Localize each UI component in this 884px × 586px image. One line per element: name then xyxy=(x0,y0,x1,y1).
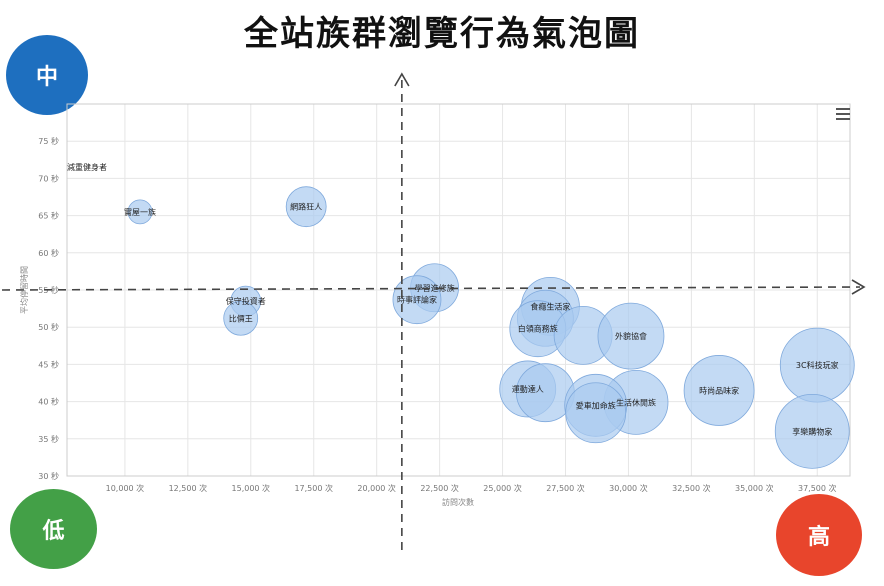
quadrant-lines xyxy=(1,72,866,550)
x-tick-label: 22,500 次 xyxy=(420,483,459,493)
mid-level-label: 中 xyxy=(35,65,58,90)
high-level-badge: 高 xyxy=(776,494,862,576)
horizontal-quadrant-line xyxy=(1,286,861,291)
bubble xyxy=(565,382,627,444)
chart-title: 全站族群瀏覽行為氣泡圖 xyxy=(244,14,640,54)
x-tick-label: 37,500 次 xyxy=(798,483,837,493)
bubble-label: 食癮生活家 xyxy=(530,301,570,311)
y-tick-label: 75 秒 xyxy=(38,136,59,146)
chart-menu-icon[interactable] xyxy=(836,108,850,120)
y-tick-label: 60 秒 xyxy=(38,248,59,258)
x-tick-label: 17,500 次 xyxy=(294,483,333,493)
bubble-label: 時事評論家 xyxy=(397,295,437,305)
low-level-badge: 低 xyxy=(10,489,97,569)
bubble-label: 實屋一族 xyxy=(124,207,156,217)
high-level-label: 高 xyxy=(807,525,830,550)
x-axis-ticks: 10,000 次 12,500 次 15,000 次 17,500 次 20,000 次… xyxy=(106,483,837,493)
bubble-label: 減重健身者 xyxy=(67,162,107,172)
x-tick-label: 27,500 次 xyxy=(546,483,585,493)
y-tick-label: 45 秒 xyxy=(38,359,59,369)
bubble-label: 比價王 xyxy=(229,313,253,323)
x-tick-label: 20,000 次 xyxy=(357,483,396,493)
bubble xyxy=(392,275,442,325)
x-tick-label: 15,000 次 xyxy=(232,483,271,493)
bubble xyxy=(597,302,665,370)
vertical-axis-arrow xyxy=(394,72,410,87)
x-axis-title: 訪問次數 xyxy=(442,497,474,507)
bubble-label: 愛車加命族 xyxy=(576,400,616,410)
y-tick-label: 35 秒 xyxy=(38,434,59,444)
bubble xyxy=(683,355,755,426)
x-tick-label: 30,000 次 xyxy=(609,483,648,493)
bubble-label: 運動達人 xyxy=(512,384,544,394)
bubble xyxy=(127,199,153,225)
horizontal-axis-arrow xyxy=(851,279,866,295)
bubble-label: 時尚品味家 xyxy=(699,385,739,395)
x-tick-label: 12,500 次 xyxy=(169,483,208,493)
mid-level-badge: 中 xyxy=(6,35,88,115)
bubble-label: 外貌協會 xyxy=(615,331,647,341)
bubble-label: 網路狂人 xyxy=(290,202,322,212)
x-tick-label: 10,000 次 xyxy=(106,483,145,493)
x-tick-label: 35,000 次 xyxy=(735,483,774,493)
x-tick-label: 25,000 次 xyxy=(483,483,522,493)
bubble xyxy=(285,186,327,228)
y-tick-label: 65 秒 xyxy=(38,211,59,221)
bubble-series xyxy=(127,186,855,469)
bubble-label: 保守投資者 xyxy=(226,296,266,306)
bubble-label: 3C科技玩家 xyxy=(796,360,839,370)
low-level-label: 低 xyxy=(42,519,65,544)
bubble-label: 學習進修族 xyxy=(415,283,455,293)
bubble xyxy=(774,393,850,469)
y-tick-label: 30 秒 xyxy=(38,471,59,481)
bubble-label: 白領商務族 xyxy=(518,324,558,334)
bubble xyxy=(223,300,259,336)
y-tick-label: 50 秒 xyxy=(38,322,59,332)
plot-area-border xyxy=(66,103,851,477)
bubble-label: 享樂購物家 xyxy=(792,426,832,436)
y-tick-label: 70 秒 xyxy=(38,173,59,183)
y-axis-ticks: 30 秒35 秒40 秒45 秒50 秒55 秒60 秒65 秒70 秒75 秒 xyxy=(38,136,59,481)
x-tick-label: 32,500 次 xyxy=(672,483,711,493)
y-tick-label: 40 秒 xyxy=(38,397,59,407)
y-axis-title: 平均停留時間 xyxy=(19,266,29,314)
bubble-label: 生活休閒族 xyxy=(616,397,656,407)
